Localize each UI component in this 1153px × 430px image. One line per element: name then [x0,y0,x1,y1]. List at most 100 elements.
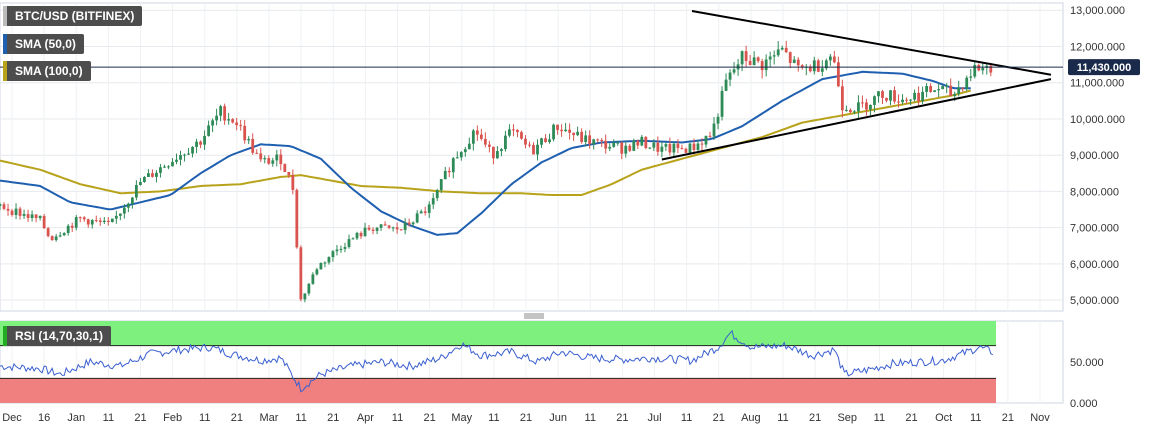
x-tick-label: 21 [424,412,436,424]
candle-body [283,164,287,173]
price-tick-label: 6,000.000 [1070,259,1119,271]
candle-body [945,85,949,87]
candle-body [46,228,50,237]
candle-body [483,138,487,145]
candle-body [724,79,728,91]
candle-body [423,211,427,213]
candle-body [195,141,198,147]
candle-body [592,139,596,145]
candle-body [467,143,471,150]
candle-body [788,52,792,64]
candle-body [496,151,499,159]
x-tick-label: 11 [777,412,788,424]
candle-body [844,109,848,111]
candle-body [447,170,451,173]
candle-body [580,131,584,142]
price-tick-label: 10,000.000 [1070,114,1125,126]
candle-body [560,129,563,132]
candle-body [897,101,900,103]
x-tick-label: 11 [295,412,306,424]
candle-body [849,109,852,113]
candle-body [355,232,359,239]
legend-sma100[interactable]: SMA (100,0) [3,61,91,81]
candle-body [885,97,888,101]
x-tick-label: 21 [520,412,532,424]
candle-body [331,251,335,258]
sma100-line [0,89,971,196]
candle-body [640,136,644,146]
candle-body [255,152,259,154]
candle-body [937,89,941,91]
x-tick-label: 21 [809,412,821,424]
candle-body [118,213,122,216]
candle-body [889,90,892,101]
price-tick-label: 9,000.000 [1070,150,1119,162]
candle-body [215,115,219,121]
x-tick-label: 16 [38,412,50,424]
candle-body [568,129,572,133]
candle-body [696,143,700,150]
candle-body [917,92,920,102]
legend-rsi[interactable]: RSI (14,70,30,1) [3,326,112,346]
legend-main[interactable]: BTC/USD (BITFINEX) [3,6,143,26]
candle-body [82,217,86,220]
trendline-lower [661,78,1052,161]
candle-body [239,125,243,127]
candle-body [443,170,447,180]
candle-body [22,214,26,216]
candle-body [74,217,78,228]
candle-body [816,60,820,72]
candle-body [776,49,780,56]
candle-body [644,136,648,148]
candle-body [893,90,896,102]
legend-sma100-swatch [3,61,7,81]
candle-body [664,144,668,147]
candle-body [102,220,106,223]
panel-resize-handle[interactable] [524,313,544,319]
candle-body [612,142,616,147]
candle-body [780,47,784,50]
legend-main-swatch [3,6,7,26]
legend-sma100-label: SMA (100,0) [15,64,83,78]
candle-body [383,224,387,226]
candle-body [307,283,311,294]
candle-body [359,232,363,237]
legend-sma50-swatch [3,34,7,54]
x-tick-label: Oct [935,412,952,424]
candle-body [648,147,652,149]
candle-body [981,67,985,71]
candle-body [953,93,957,96]
candle-body [800,65,804,68]
candle-body [70,225,74,228]
candle-body [18,208,22,216]
legend-main-label: BTC/USD (BITFINEX) [15,9,135,23]
candle-body [94,220,98,222]
x-tick-label: Dec [2,412,22,424]
candle-body [973,64,977,77]
candle-body [335,249,339,252]
legend-sma50[interactable]: SMA (50,0) [3,34,84,54]
candle-body [692,143,696,150]
x-tick-label: 11 [103,412,114,424]
candle-body [0,204,2,206]
candle-body [508,129,511,136]
candle-body [219,106,223,116]
candle-body [712,123,716,137]
candle-body [873,96,876,105]
candle-body [756,57,760,62]
candle-body [584,135,588,142]
candle-body [808,66,812,72]
candle-body [171,161,174,167]
candle-body [259,153,263,160]
candle-body [552,124,555,140]
candle-body [50,236,54,241]
candle-body [628,145,632,151]
candle-body [957,87,961,94]
candle-body [471,130,475,144]
x-tick-label: Feb [163,412,182,424]
candle-body [455,157,459,159]
x-tick-label: Jun [549,412,567,424]
price-tick-label: 12,000.000 [1070,41,1125,53]
candle-body [877,91,880,97]
